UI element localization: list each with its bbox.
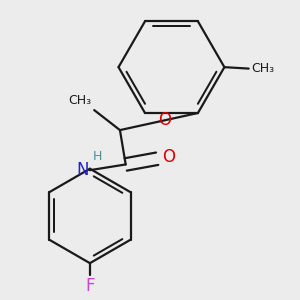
- Text: F: F: [85, 277, 95, 295]
- Text: N: N: [76, 160, 88, 178]
- Text: H: H: [92, 150, 102, 163]
- Text: CH₃: CH₃: [68, 94, 91, 107]
- Text: O: O: [158, 111, 171, 129]
- Text: O: O: [162, 148, 175, 166]
- Text: CH₃: CH₃: [251, 62, 274, 75]
